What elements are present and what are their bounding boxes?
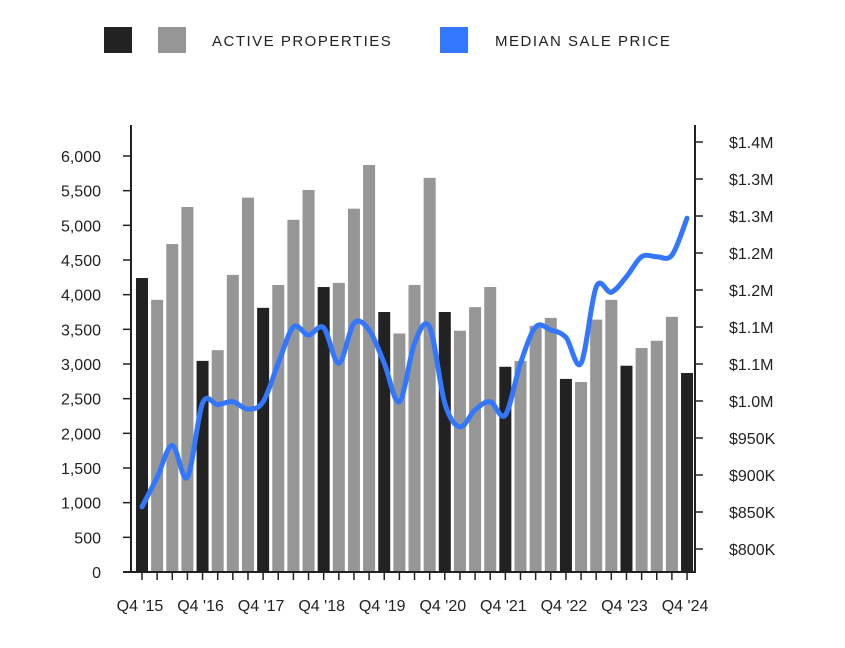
x-axis-tick-label: Q4 '19 [359,598,406,615]
legend-swatch-median-sale-price [440,27,468,53]
x-axis-tick-label: Q4 '15 [117,598,164,615]
left-axis-tick-label: 500 [74,530,101,547]
left-axis-tick-label: 2,000 [61,426,101,443]
bar-active-properties [529,325,542,572]
right-axis-tick-label: $1.2M [729,246,773,263]
x-axis-tick-label: Q4 '17 [238,598,285,615]
bar-active-properties [272,284,285,572]
bar-active-properties [181,206,194,572]
bar-active-properties [226,274,239,572]
bar-active-properties [423,177,436,572]
right-axis-tick-label: $1.4M [729,135,773,152]
right-axis-tick-label: $1.3M [729,172,773,189]
bar-active-properties [635,348,648,572]
legend: ACTIVE PROPERTIES MEDIAN SALE PRICE [104,27,671,53]
right-axis-tick-label: $1.1M [729,320,773,337]
bar-active-properties [151,299,164,572]
bar-active-properties [393,333,406,572]
left-axis-tick-label: 5,000 [61,218,101,235]
legend-label-active-properties: ACTIVE PROPERTIES [212,33,392,50]
x-axis-tick-label: Q4 '21 [480,598,527,615]
bar-active-properties [605,299,618,572]
x-axis-tick-label: Q4 '23 [601,598,648,615]
x-axis-tick-label: Q4 '22 [541,598,588,615]
bar-active-properties [166,244,179,572]
right-axis-tick-label: $1.1M [729,357,773,374]
right-axis-tick-label: $900K [729,468,776,485]
bar-active-properties [650,340,663,572]
bar-active-properties [196,360,209,572]
legend-label-median-sale-price: MEDIAN SALE PRICE [495,33,671,50]
axes: 0 500 1,000 1,500 2,000 2,500 3,000 3,500 4,000 4… [61,125,776,615]
left-axis-tick-label: 0 [92,565,101,582]
bar-active-properties [302,189,315,572]
bar-active-properties [332,282,345,572]
bar-active-properties [287,219,300,572]
x-axis-tick-label: Q4 '18 [298,598,345,615]
left-axis-tick-label: 6,000 [61,149,101,166]
bar-active-properties [453,330,466,572]
median-sale-price-line [139,215,690,510]
left-axis-tick-label: 5,500 [61,184,101,201]
legend-swatch-q4 [104,27,132,53]
bar-active-properties [575,382,588,572]
bar-active-properties [241,197,254,572]
right-axis-tick-label: $850K [729,505,776,522]
bar-active-properties [620,365,633,572]
bar-active-properties [257,307,270,572]
bar-active-properties [544,317,557,572]
bar-active-properties [590,319,603,572]
bar-active-properties [681,373,694,572]
right-axis-tick-label: $800K [729,542,776,559]
right-axis-tick-label: $1.3M [729,209,773,226]
bar-active-properties [363,165,376,572]
x-axis-tick-label: Q4 '16 [177,598,224,615]
x-axis-tick-label: Q4 '20 [419,598,466,615]
x-axis-tick-label: Q4 '24 [662,598,709,615]
bar-active-properties [469,307,482,572]
right-axis-tick-label: $1.0M [729,394,773,411]
legend-swatch-active-properties [158,27,186,53]
bar-active-properties [438,312,451,572]
left-axis-tick-label: 4,000 [61,288,101,305]
bar-active-properties [665,316,678,572]
bar-active-properties [559,378,572,572]
bar-active-properties [514,360,527,572]
right-axis-tick-label: $950K [729,431,776,448]
bar-active-properties [347,208,360,572]
bar-active-properties [136,278,148,572]
bars [136,165,694,572]
left-axis-tick-label: 3,500 [61,322,101,339]
left-axis-tick-label: 4,500 [61,253,101,270]
left-axis-tick-label: 1,000 [61,496,101,513]
bar-active-properties [317,287,330,572]
left-axis-tick-label: 1,500 [61,461,101,478]
bar-active-properties [211,350,224,572]
bar-active-properties [484,287,497,572]
left-axis-tick-label: 2,500 [61,392,101,409]
right-axis-tick-label: $1.2M [729,283,773,300]
left-axis-tick-label: 3,000 [61,357,101,374]
price-line [139,215,690,510]
